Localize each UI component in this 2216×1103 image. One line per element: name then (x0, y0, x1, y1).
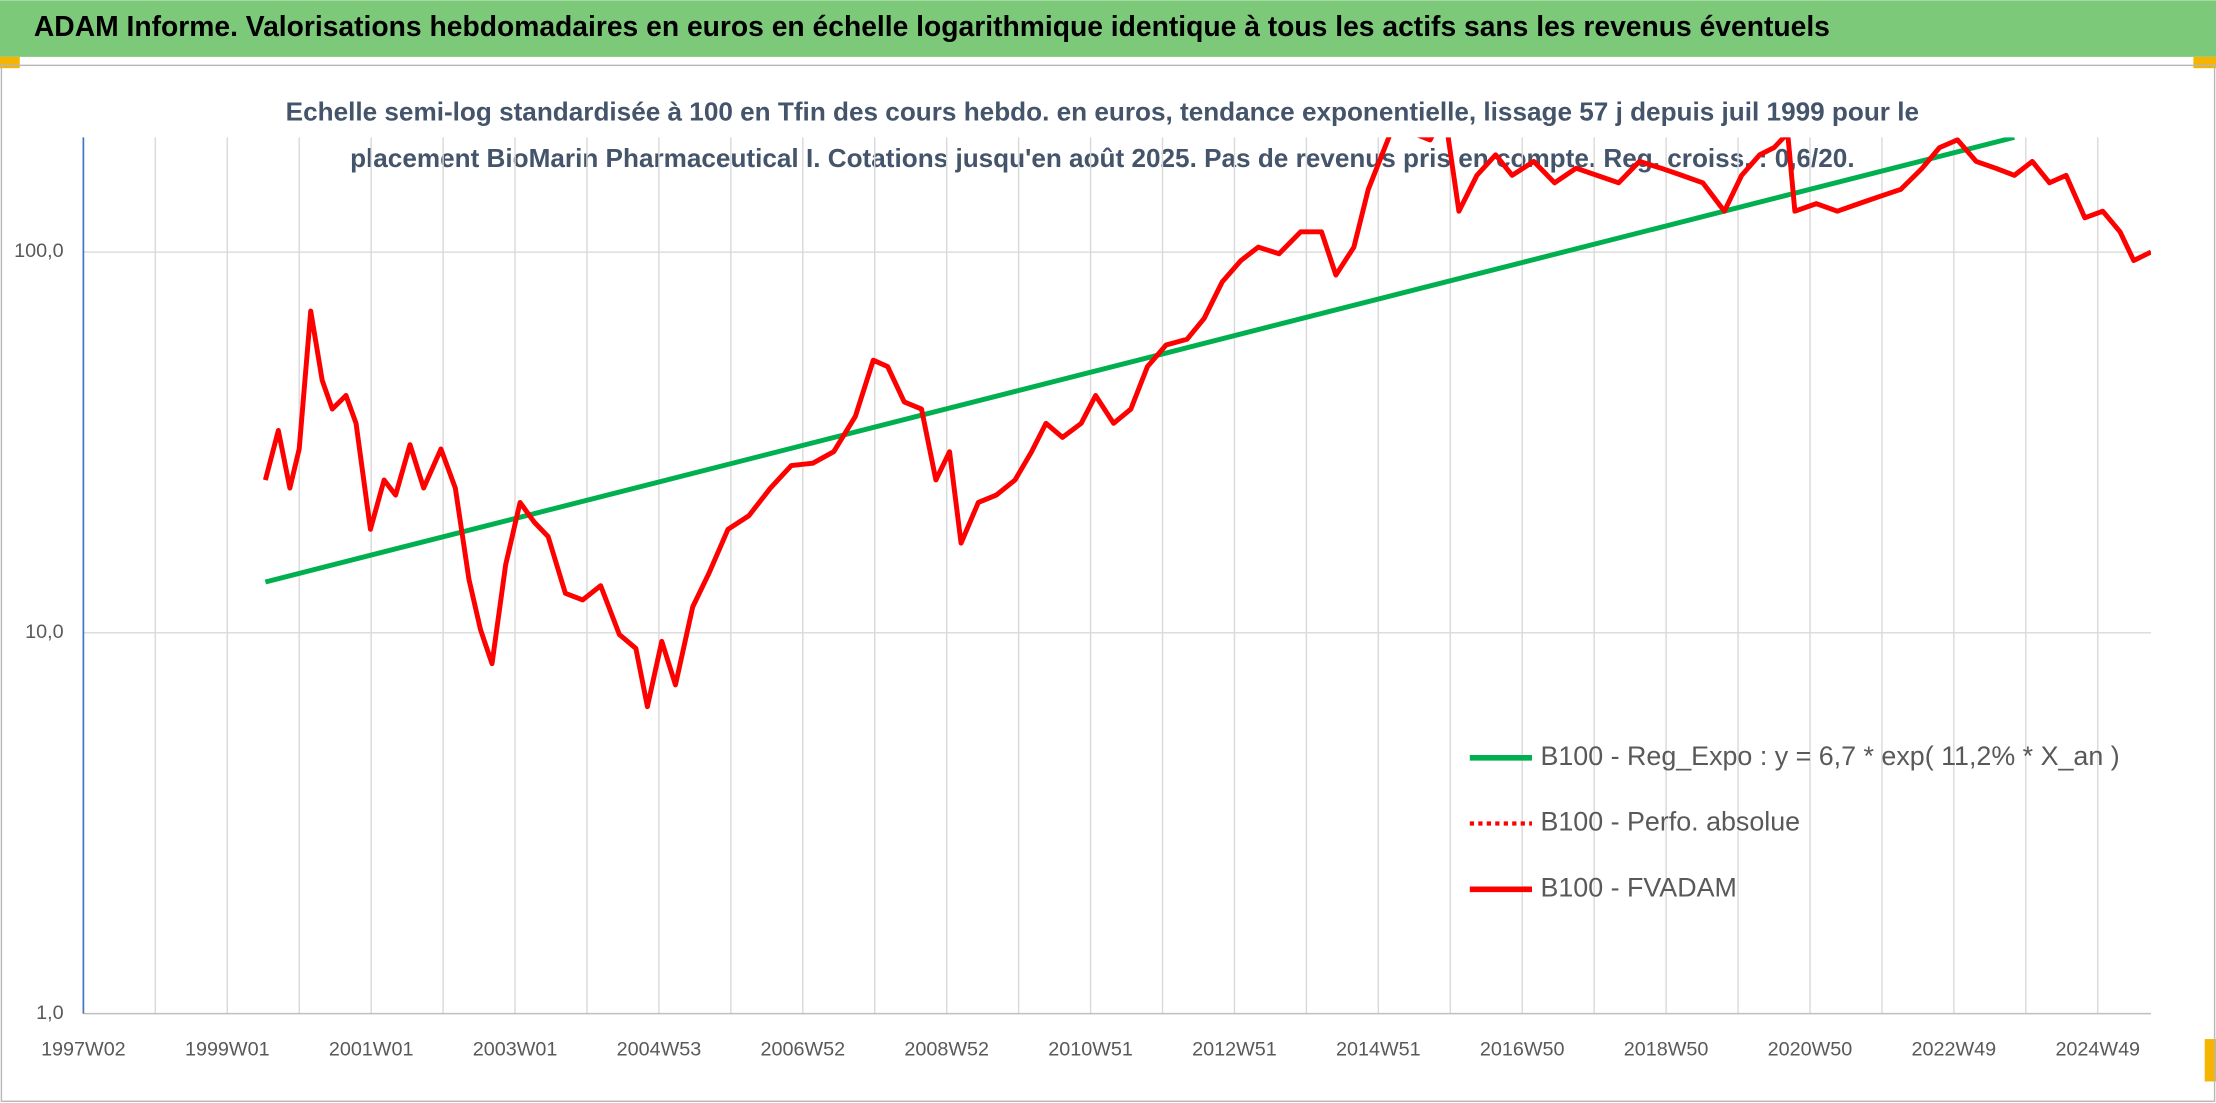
corner (0, 56, 20, 69)
x-tick-label: 2001W01 (329, 1039, 414, 1061)
x-tick-label: 1997W02 (41, 1039, 126, 1061)
x-tick-label: 2020W50 (1768, 1039, 1853, 1061)
corner (2193, 56, 2216, 69)
x-tick-label: 2003W01 (473, 1039, 558, 1061)
legend-label: B100 - Reg_Expo : y = 6,7 * exp( 11,2% *… (1540, 741, 2119, 771)
x-tick-label: 2008W52 (904, 1039, 989, 1061)
y-tick-label: 10,0 (25, 621, 63, 643)
x-tick-label: 2022W49 (1912, 1039, 1997, 1061)
y-tick-label: 100,0 (14, 240, 63, 262)
plot-area (263, 137, 2151, 710)
corner (2204, 1039, 2216, 1082)
series-line (263, 137, 2151, 710)
x-tick-label: 2018W50 (1624, 1039, 1709, 1061)
chart-title: Echelle semi-log standardisée à 100 en T… (286, 96, 1919, 126)
header-title: ADAM Informe. Valorisations hebdomadaire… (34, 10, 1830, 42)
legend-label: B100 - FVADAM (1540, 872, 1736, 902)
x-tick-label: 2016W50 (1480, 1039, 1565, 1061)
x-tick-label: 2004W53 (617, 1039, 702, 1061)
legend-label: B100 - Perfo. absolue (1540, 807, 1800, 837)
x-tick-label: 2024W49 (2055, 1039, 2140, 1061)
x-tick-label: 1999W01 (185, 1039, 270, 1061)
x-tick-label: 2006W52 (760, 1039, 845, 1061)
chart-title: placement BioMarin Pharmaceutical I. Cot… (350, 143, 1855, 173)
y-tick-label: 1,0 (36, 1002, 63, 1024)
panel-border (0, 64, 2216, 1102)
header-bar (0, 0, 2216, 57)
x-tick-label: 2014W51 (1336, 1039, 1421, 1061)
x-tick-label: 2012W51 (1192, 1039, 1277, 1061)
x-tick-label: 2010W51 (1048, 1039, 1133, 1061)
